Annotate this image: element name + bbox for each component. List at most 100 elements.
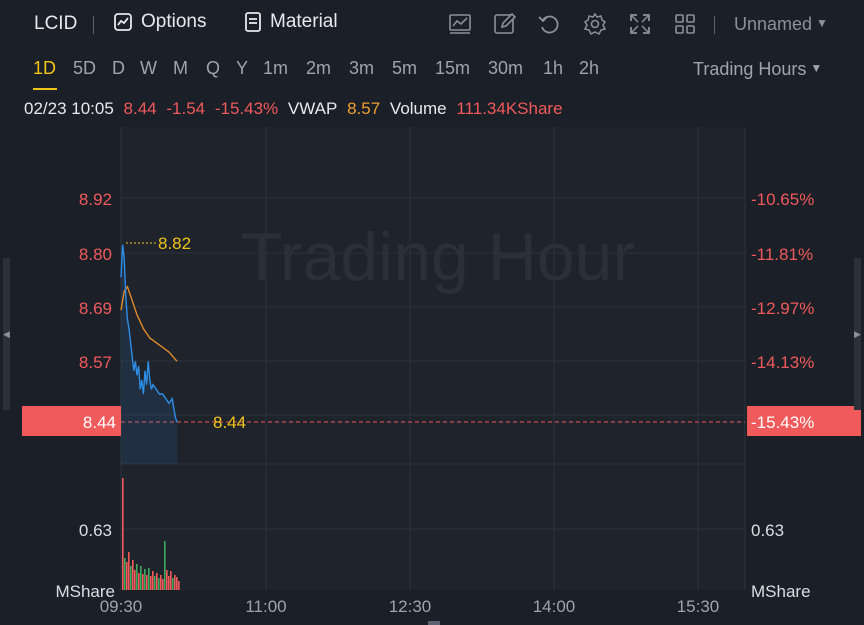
draw-icon[interactable] xyxy=(493,12,517,36)
tab-2h[interactable]: 2h xyxy=(579,58,600,78)
left-tick-label: 8.80 xyxy=(79,245,112,264)
current-price-line-label: 8.44 xyxy=(213,413,246,432)
price-line xyxy=(120,244,178,423)
x-tick-label: 09:30 xyxy=(100,597,143,616)
tab-15m[interactable]: 15m xyxy=(435,58,471,78)
volume-bar xyxy=(154,576,156,590)
toolbar-divider xyxy=(714,16,715,34)
layout-grid-icon[interactable] xyxy=(673,12,697,36)
vwap-value: 8.57 xyxy=(347,99,381,118)
collapse-right-arrow-icon[interactable]: ▶ xyxy=(854,258,861,410)
active-tab-underline xyxy=(33,88,57,90)
vwap-line xyxy=(120,285,178,362)
quote-price: 8.44 xyxy=(123,99,157,118)
left-tick-label: 8.92 xyxy=(79,190,112,209)
current-price-tag-label: 8.44 xyxy=(83,413,116,432)
chevron-down-icon: ▼ xyxy=(810,61,823,75)
material-label: Material xyxy=(270,11,338,32)
current-price-tag xyxy=(22,406,121,436)
volume-unit-right: MShare xyxy=(751,582,811,601)
right-tick-label: -14.13% xyxy=(751,353,814,372)
settings-icon[interactable] xyxy=(583,12,607,36)
tab-1h[interactable]: 1h xyxy=(543,58,564,78)
high-marker-label: 8.82 xyxy=(158,234,191,253)
tab-year[interactable]: Y xyxy=(236,58,249,78)
volume-bar xyxy=(156,573,158,590)
x-tick-label: 12:30 xyxy=(389,597,432,616)
volume-bar xyxy=(128,552,130,590)
options-chart-icon xyxy=(114,13,132,31)
tab-5d[interactable]: 5D xyxy=(73,58,97,78)
volume-bar xyxy=(164,541,166,590)
quote-change: -1.54 xyxy=(166,99,206,118)
plot-area xyxy=(121,127,745,590)
volume-bar xyxy=(166,570,168,590)
volume-bar xyxy=(134,570,136,590)
left-tick-label: 8.57 xyxy=(79,353,112,372)
chevron-down-icon: ▼ xyxy=(816,16,828,30)
volume-bars xyxy=(122,478,180,590)
quote-summary: 02/23 10:05 8.44 -1.54 -15.43% VWAP 8.57… xyxy=(24,99,568,119)
volume-value: 111.34KShare xyxy=(456,99,563,118)
tab-30m[interactable]: 30m xyxy=(488,58,524,78)
volume-bar xyxy=(122,478,124,590)
intraday-chart[interactable]: Trading Hour 8.92 8.80 8.69 8.57 -10.65%… xyxy=(0,125,864,625)
fullscreen-icon[interactable] xyxy=(628,12,652,36)
toolbar-divider xyxy=(93,16,94,34)
undo-icon[interactable] xyxy=(537,12,561,36)
trading-hours-label: Trading Hours xyxy=(693,59,807,79)
horizontal-grid xyxy=(121,197,745,530)
volume-bar xyxy=(158,578,160,590)
quote-change-pct: -15.43% xyxy=(214,99,279,118)
collapse-left-arrow-icon[interactable]: ◀ xyxy=(3,258,10,410)
chart-indicator-icon[interactable] xyxy=(448,12,472,36)
top-toolbar: LCID Options Material Unnamed ▼ xyxy=(0,0,864,50)
volume-bar xyxy=(172,578,174,590)
tab-3m[interactable]: 3m xyxy=(349,58,375,78)
options-label: Options xyxy=(141,11,207,32)
tab-1d[interactable]: 1D xyxy=(33,58,57,78)
tab-5m[interactable]: 5m xyxy=(392,58,418,78)
layout-name: Unnamed xyxy=(734,14,813,34)
volume-bar xyxy=(126,562,128,590)
volume-bar xyxy=(144,569,146,590)
volume-bar xyxy=(124,558,126,590)
trading-hours-select[interactable]: Trading Hours ▼ xyxy=(693,59,822,80)
current-pct-tag-label: -15.43% xyxy=(751,413,814,432)
volume-tick-right: 0.63 xyxy=(751,521,784,540)
volume-bar xyxy=(152,571,154,590)
volume-bar xyxy=(174,575,176,590)
tab-1m[interactable]: 1m xyxy=(263,58,289,78)
volume-bar xyxy=(136,564,138,590)
material-button[interactable]: Material xyxy=(244,11,338,33)
volume-unit-left: MShare xyxy=(55,582,115,601)
right-tick-label: -10.65% xyxy=(751,190,814,209)
volume-bar xyxy=(146,575,148,590)
volume-bar xyxy=(132,560,134,590)
tab-week[interactable]: W xyxy=(140,58,157,78)
volume-bar xyxy=(178,581,180,590)
volume-tick-left: 0.63 xyxy=(79,521,112,540)
volume-bar xyxy=(142,574,144,590)
quote-datetime: 02/23 10:05 xyxy=(24,99,114,118)
tab-2m[interactable]: 2m xyxy=(306,58,332,78)
x-tick-label: 11:00 xyxy=(245,597,286,616)
volume-bar xyxy=(170,571,172,590)
tab-day[interactable]: D xyxy=(112,58,125,78)
volume-label: Volume xyxy=(389,99,447,118)
volume-bar xyxy=(162,579,164,590)
layout-select[interactable]: Unnamed ▼ xyxy=(734,14,828,35)
scroll-handle[interactable] xyxy=(428,621,440,625)
document-icon xyxy=(245,12,261,32)
volume-bar xyxy=(138,573,140,590)
volume-bar xyxy=(130,566,132,590)
volume-bar xyxy=(168,576,170,590)
left-tick-label: 8.69 xyxy=(79,299,112,318)
volume-bar xyxy=(148,568,150,590)
tab-month[interactable]: M xyxy=(173,58,188,78)
options-button[interactable]: Options xyxy=(113,11,206,33)
right-tick-label: -12.97% xyxy=(751,299,814,318)
tab-quarter[interactable]: Q xyxy=(206,58,221,78)
volume-bar xyxy=(140,566,142,590)
ticker-symbol[interactable]: LCID xyxy=(34,13,78,34)
